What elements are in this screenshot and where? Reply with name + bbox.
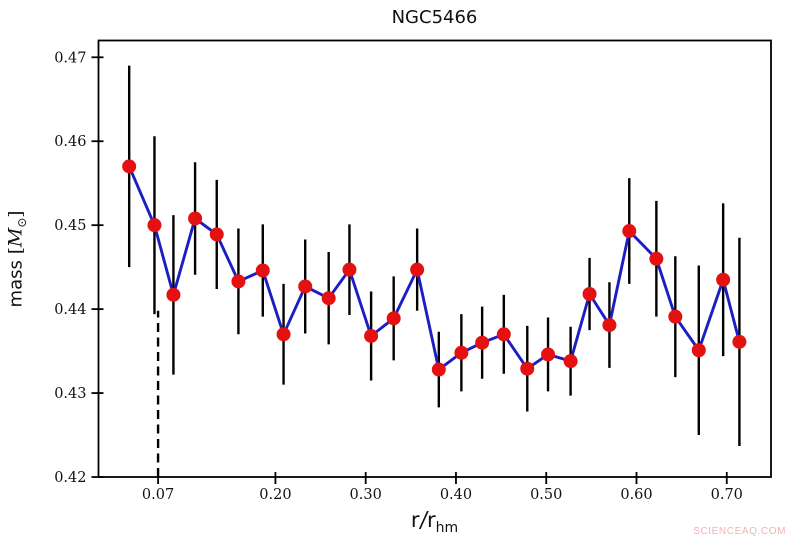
data-point bbox=[364, 328, 379, 343]
data-line bbox=[127, 164, 741, 372]
y-tick-label: 0.45 bbox=[54, 218, 86, 234]
data-point bbox=[166, 287, 181, 302]
data-point bbox=[386, 311, 401, 326]
data-point bbox=[431, 362, 446, 377]
data-point bbox=[582, 287, 597, 302]
x-axis-label: r/rhm bbox=[98, 508, 771, 537]
x-tick-label: 0.70 bbox=[711, 487, 743, 503]
data-point bbox=[541, 347, 556, 362]
data-point bbox=[563, 354, 578, 369]
chart-title: NGC5466 bbox=[391, 7, 478, 28]
data-point bbox=[209, 227, 224, 242]
data-point bbox=[298, 279, 313, 294]
x-tick-label: 0.20 bbox=[259, 487, 291, 503]
y-axis-label-bracket-open: [ bbox=[5, 247, 27, 255]
data-point bbox=[732, 334, 747, 349]
data-point bbox=[668, 309, 683, 324]
y-axis-label: mass [M⊙] bbox=[5, 41, 31, 478]
data-point bbox=[649, 251, 664, 266]
x-tick-label: 0.50 bbox=[530, 487, 562, 503]
x-tick-label: 0.60 bbox=[620, 487, 652, 503]
y-axis-label-bracket-close: ] bbox=[5, 210, 27, 218]
data-point bbox=[147, 218, 162, 233]
data-point bbox=[122, 159, 137, 174]
y-axis-label-word: mass bbox=[5, 260, 27, 308]
data-point bbox=[602, 318, 617, 333]
data-point bbox=[520, 361, 535, 376]
data-point bbox=[691, 343, 706, 358]
watermark: SCIENCEAQ.COM bbox=[693, 526, 786, 537]
data-point bbox=[454, 345, 469, 360]
data-point bbox=[410, 262, 425, 277]
data-point bbox=[255, 263, 270, 278]
data-point bbox=[716, 272, 731, 287]
x-axis-label-subscript: hm bbox=[435, 520, 459, 537]
solar-mass-symbol: M bbox=[4, 227, 27, 248]
y-tick-label: 0.42 bbox=[54, 470, 86, 486]
y-tick-label: 0.43 bbox=[54, 386, 86, 402]
y-tick-label: 0.46 bbox=[54, 134, 86, 150]
x-tick-label: 0.07 bbox=[142, 487, 174, 503]
y-tick-label: 0.44 bbox=[54, 302, 86, 318]
data-point bbox=[321, 291, 336, 306]
data-point bbox=[231, 274, 246, 289]
y-tick-label: 0.47 bbox=[54, 50, 86, 66]
x-axis-label-r2: r bbox=[426, 508, 436, 532]
data-point bbox=[475, 335, 490, 350]
data-point bbox=[276, 327, 291, 342]
plot-border bbox=[97, 39, 772, 478]
data-point bbox=[496, 327, 511, 342]
data-point bbox=[342, 262, 357, 277]
sun-symbol-icon: ⊙ bbox=[15, 217, 30, 228]
x-axis-label-r: r bbox=[410, 508, 420, 532]
x-tick-label: 0.40 bbox=[440, 487, 472, 503]
data-point bbox=[188, 211, 203, 226]
data-point bbox=[622, 224, 637, 239]
x-tick-label: 0.30 bbox=[350, 487, 382, 503]
